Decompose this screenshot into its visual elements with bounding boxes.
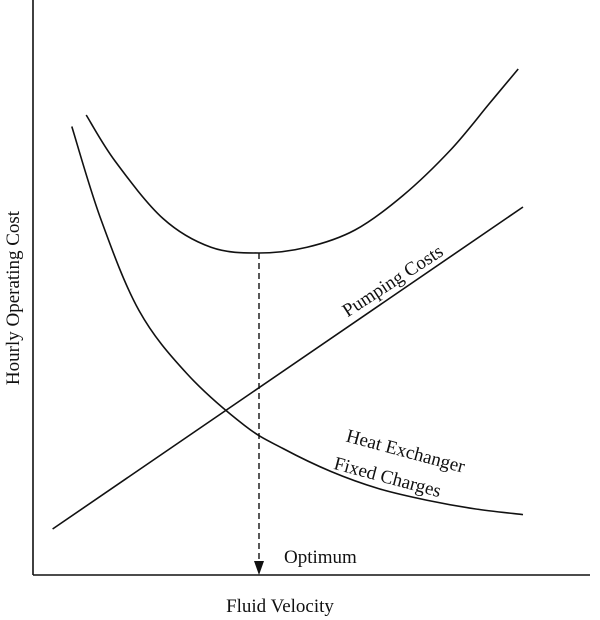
x-axis-label: Fluid Velocity bbox=[226, 596, 334, 617]
optimum-arrowhead bbox=[254, 561, 264, 575]
series-total-cost bbox=[85, 68, 519, 254]
series-pumping-costs bbox=[52, 206, 524, 530]
series-heat-exchanger-fixed-charges bbox=[71, 126, 524, 516]
annotation-optimum: Optimum bbox=[284, 547, 357, 568]
annotation-pumping-costs: Pumping Costs bbox=[339, 241, 447, 322]
y-axis-label: Hourly Operating Cost bbox=[3, 210, 24, 385]
